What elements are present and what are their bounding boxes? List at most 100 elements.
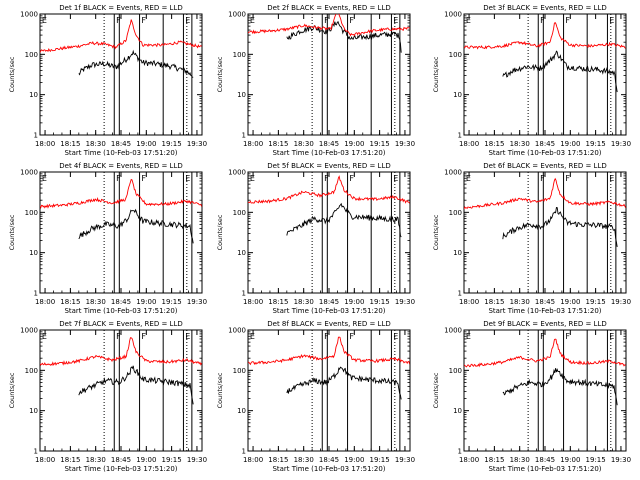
x-tick-label: 19:00	[560, 298, 580, 306]
x-tick-label: 19:30	[395, 456, 415, 464]
marker-label: F	[540, 16, 545, 25]
marker-label: F	[349, 332, 354, 341]
marker-label: E	[250, 16, 255, 25]
x-tick-label: 19:00	[136, 140, 156, 148]
series-events-line	[286, 366, 402, 400]
x-tick-label: 18:15	[484, 456, 504, 464]
x-tick-label: 18:30	[294, 456, 314, 464]
x-tick-label: 18:00	[243, 456, 263, 464]
x-tick-label: 19:00	[344, 140, 364, 148]
x-tick-label: 18:00	[459, 140, 479, 148]
plot-frame	[463, 329, 627, 452]
x-axis-label: Start Time (10-Feb-03 17:51:20)	[64, 465, 177, 473]
marker-label: E	[609, 16, 614, 25]
marker-label: E	[393, 174, 398, 183]
x-axis-label: Start Time (10-Feb-03 17:51:20)	[488, 307, 601, 315]
marker-label: F	[324, 16, 329, 25]
y-tick-label: 100	[233, 367, 246, 375]
x-tick-label: 18:45	[535, 140, 555, 148]
x-axis-label: Start Time (10-Feb-03 17:51:20)	[272, 307, 385, 315]
marker-label: E	[609, 174, 614, 183]
y-tick-label: 1000	[20, 327, 38, 335]
y-axis-label: Counts/sec	[8, 214, 16, 250]
series-lld-line	[464, 177, 626, 210]
x-tick-label: 18:15	[484, 298, 504, 306]
y-tick-label: 10	[237, 407, 246, 415]
y-tick-label: 1	[458, 448, 462, 456]
x-tick-label: 19:00	[136, 456, 156, 464]
y-tick-label: 1	[34, 448, 38, 456]
x-tick-label: 19:30	[187, 140, 207, 148]
plot-frame	[39, 329, 203, 452]
plot-frame	[463, 171, 627, 294]
x-tick-label: 19:00	[560, 140, 580, 148]
detector-chart-1: Det 1f BLACK = Events, RED = LLD 1 10 100 10…	[8, 4, 207, 157]
series-events-line	[78, 49, 194, 78]
series-events-line	[502, 368, 618, 406]
detector-chart-9: Det 9f BLACK = Events, RED = LLD 1 10 100 10…	[432, 320, 631, 473]
marker-label: F	[141, 16, 146, 25]
x-tick-label: 19:00	[136, 298, 156, 306]
x-tick-label: 18:45	[319, 298, 339, 306]
y-tick-label: 10	[453, 249, 462, 257]
y-tick-label: 100	[25, 367, 38, 375]
x-tick-label: 18:00	[35, 298, 55, 306]
x-tick-label: 19:15	[370, 140, 390, 148]
x-tick-label: 19:15	[162, 298, 182, 306]
x-tick-label: 18:15	[268, 456, 288, 464]
marker-label: F	[324, 174, 329, 183]
y-axis-label: Counts/sec	[8, 56, 16, 92]
x-tick-label: 18:45	[319, 456, 339, 464]
marker-label: E	[609, 332, 614, 341]
series-lld-line	[40, 178, 202, 209]
x-tick-label: 18:15	[484, 140, 504, 148]
marker-label: F	[141, 332, 146, 341]
series-lld-line	[248, 336, 410, 366]
x-tick-label: 18:30	[294, 298, 314, 306]
x-tick-label: 19:15	[162, 456, 182, 464]
chart-title: Det 8f BLACK = Events, RED = LLD	[267, 320, 390, 328]
series-events-line	[78, 208, 194, 244]
marker-label: F	[116, 174, 121, 183]
x-axis-label: Start Time (10-Feb-03 17:51:20)	[64, 149, 177, 157]
marker-label: E	[42, 16, 47, 25]
x-tick-label: 19:00	[344, 456, 364, 464]
marker-label: F	[141, 174, 146, 183]
x-tick-label: 19:00	[344, 298, 364, 306]
y-tick-label: 100	[233, 51, 246, 59]
y-tick-label: 1000	[444, 11, 462, 19]
detector-chart-6: Det 6f BLACK = Events, RED = LLD 1 10 100 10…	[432, 162, 631, 315]
marker-label: E	[185, 16, 190, 25]
y-tick-label: 1	[458, 132, 462, 140]
marker-label: E	[185, 174, 190, 183]
x-tick-label: 18:30	[86, 140, 106, 148]
x-axis-label: Start Time (10-Feb-03 17:51:20)	[488, 465, 601, 473]
x-tick-label: 18:30	[294, 140, 314, 148]
detector-chart-7: Det 7f BLACK = Events, RED = LLD 1 10 100 10…	[8, 320, 207, 473]
x-tick-label: 18:45	[111, 298, 131, 306]
x-tick-label: 18:30	[510, 298, 530, 306]
x-tick-label: 19:30	[395, 298, 415, 306]
x-tick-label: 18:30	[510, 140, 530, 148]
series-lld-line	[464, 338, 626, 368]
marker-label: F	[540, 174, 545, 183]
chart-title: Det 6f BLACK = Events, RED = LLD	[483, 162, 606, 170]
chart-title: Det 3f BLACK = Events, RED = LLD	[483, 4, 606, 12]
x-tick-label: 18:45	[319, 140, 339, 148]
y-tick-label: 1000	[444, 169, 462, 177]
plot-frame	[247, 329, 411, 452]
chart-title: Det 2f BLACK = Events, RED = LLD	[267, 4, 390, 12]
x-tick-label: 18:30	[510, 456, 530, 464]
x-tick-label: 18:15	[60, 140, 80, 148]
x-tick-label: 18:45	[111, 456, 131, 464]
x-tick-label: 18:30	[86, 298, 106, 306]
y-tick-label: 1000	[444, 327, 462, 335]
marker-label: F	[116, 332, 121, 341]
y-tick-label: 10	[453, 91, 462, 99]
detector-chart-5: Det 5f BLACK = Events, RED = LLD 1 10 100 10…	[216, 162, 415, 315]
y-tick-label: 1	[242, 132, 246, 140]
y-tick-label: 100	[449, 367, 462, 375]
x-tick-label: 18:45	[535, 456, 555, 464]
y-tick-label: 100	[449, 209, 462, 217]
